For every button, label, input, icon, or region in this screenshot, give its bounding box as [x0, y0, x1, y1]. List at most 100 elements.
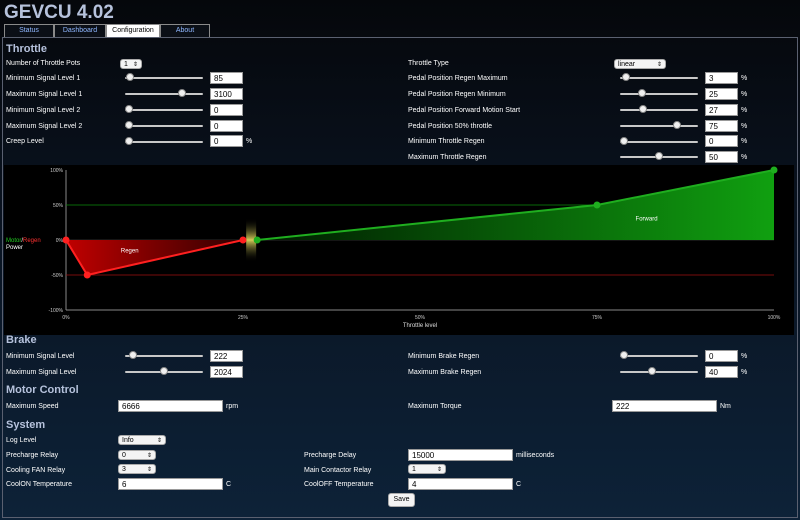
slider-track — [125, 93, 203, 95]
max-speed-input[interactable]: 6666 — [118, 400, 223, 412]
brake-max-slider[interactable] — [125, 367, 203, 377]
regen-point — [239, 236, 247, 244]
slider-thumb[interactable] — [620, 137, 628, 145]
regen-point — [62, 236, 70, 244]
precharge-relay-label: Precharge Relay — [6, 452, 59, 459]
throttle-type-value: linear — [618, 61, 636, 68]
x-tick-label: 0% — [62, 315, 70, 321]
x-tick-label: 100% — [768, 315, 781, 321]
precharge-delay-label: Precharge Delay — [304, 452, 357, 459]
regen-max-input[interactable]: 3 — [705, 72, 738, 84]
brake-min-slider[interactable] — [125, 351, 203, 361]
fwd-start-unit: % — [741, 107, 748, 114]
throttle-type-select[interactable]: linear ⇕ — [614, 59, 666, 69]
min-regen-input[interactable]: 0 — [705, 135, 738, 147]
ylabel-regen: Regen — [23, 238, 41, 244]
brake-min-regen-label: Minimum Brake Regen — [408, 353, 480, 360]
main-relay-select[interactable]: 1 ⇕ — [408, 464, 446, 474]
fwd-start-input[interactable]: 27 — [705, 104, 738, 116]
creep-label: Creep Level — [6, 138, 44, 145]
brake-min-input[interactable]: 222 — [210, 350, 243, 362]
max-regen-input[interactable]: 50 — [705, 151, 738, 163]
max1-slider[interactable] — [125, 89, 203, 99]
regen-min-slider[interactable] — [620, 89, 698, 99]
slider-thumb[interactable] — [126, 73, 135, 81]
max-torque-unit: Nm — [720, 403, 731, 410]
brake-max-regen-input[interactable]: 40 — [705, 366, 738, 378]
slider-track — [125, 77, 203, 79]
slider-thumb[interactable] — [125, 137, 133, 145]
max-regen-label: Maximum Throttle Regen — [408, 154, 487, 161]
slider-thumb[interactable] — [125, 121, 133, 129]
log-level-select[interactable]: Info ⇕ — [118, 435, 166, 445]
slider-thumb[interactable] — [648, 367, 656, 375]
slider-thumb[interactable] — [160, 367, 168, 375]
brake-max-regen-slider[interactable] — [620, 367, 698, 377]
cooloff-input[interactable]: 4 — [408, 478, 513, 490]
max2-slider[interactable] — [125, 121, 203, 131]
coolon-input[interactable]: 6 — [118, 478, 223, 490]
regen-area-label: Regen — [121, 249, 139, 255]
num-pots-select[interactable]: 1 ⇕ — [120, 59, 142, 69]
slider-thumb[interactable] — [620, 351, 628, 359]
y-axis-power-label: Power — [6, 245, 23, 251]
brake-max-regen-label: Maximum Brake Regen — [408, 369, 482, 376]
half-throttle-slider[interactable] — [620, 121, 698, 131]
slider-thumb[interactable] — [622, 73, 631, 81]
min1-label: Minimum Signal Level 1 — [6, 75, 81, 82]
log-level-value: Info — [122, 437, 134, 444]
max-regen-slider[interactable] — [620, 152, 698, 162]
brake-min-regen-slider[interactable] — [620, 351, 698, 361]
tab-status[interactable]: Status — [4, 24, 54, 37]
fwd-start-slider[interactable] — [620, 105, 698, 115]
max1-input[interactable]: 3100 — [210, 88, 243, 100]
min1-slider[interactable] — [125, 73, 203, 83]
creep-slider[interactable] — [125, 137, 203, 147]
slider-thumb[interactable] — [177, 89, 186, 97]
min2-slider[interactable] — [125, 105, 203, 115]
brake-min-regen-unit: % — [741, 353, 748, 360]
precharge-delay-input[interactable]: 15000 — [408, 449, 513, 461]
slider-thumb[interactable] — [638, 105, 647, 113]
min2-input[interactable]: 0 — [210, 104, 243, 116]
ylabel-sep: / — [21, 238, 23, 244]
max-torque-input[interactable]: 222 — [612, 400, 717, 412]
tab-configuration[interactable]: Configuration — [106, 24, 160, 37]
fan-relay-label: Cooling FAN Relay — [6, 467, 66, 474]
min-regen-label: Minimum Throttle Regen — [408, 138, 485, 145]
throttle-chart: 100% 50% 0% -50% -100% 0% 25% 50% 75% 100% Throttl… — [4, 165, 794, 335]
slider-thumb[interactable] — [637, 89, 646, 97]
min-regen-unit: % — [741, 138, 748, 145]
tab-dashboard[interactable]: Dashboard — [54, 24, 106, 37]
regen-max-slider[interactable] — [620, 73, 698, 83]
chevron-down-icon: ⇕ — [146, 467, 152, 473]
fan-relay-select[interactable]: 3 ⇕ — [118, 464, 156, 474]
creep-input[interactable]: 0 — [210, 135, 243, 147]
forward-area-label: Forward — [636, 216, 658, 222]
max1-label: Maximum Signal Level 1 — [6, 91, 83, 98]
brake-max-input[interactable]: 2024 — [210, 366, 243, 378]
config-panel — [2, 37, 798, 518]
tab-about[interactable]: About — [160, 24, 210, 37]
cooloff-unit: C — [516, 481, 522, 488]
chevron-down-icon: ⇕ — [656, 62, 662, 68]
x-tick-label: 75% — [592, 315, 603, 321]
min1-input[interactable]: 85 — [210, 72, 243, 84]
slider-thumb[interactable] — [128, 351, 137, 359]
regen-min-input[interactable]: 25 — [705, 88, 738, 100]
max-regen-unit: % — [741, 154, 748, 161]
save-button[interactable]: Save — [388, 493, 415, 507]
min2-label: Minimum Signal Level 2 — [6, 107, 81, 114]
slider-track — [125, 355, 203, 357]
half-throttle-unit: % — [741, 123, 748, 130]
min-regen-slider[interactable] — [620, 137, 698, 147]
slider-thumb[interactable] — [672, 121, 681, 129]
brake-min-regen-input[interactable]: 0 — [705, 350, 738, 362]
brake-max-label: Maximum Signal Level — [6, 369, 77, 376]
slider-thumb[interactable] — [125, 105, 133, 113]
max2-input[interactable]: 0 — [210, 120, 243, 132]
precharge-relay-select[interactable]: 0 ⇕ — [118, 450, 156, 460]
slider-track — [125, 125, 203, 127]
half-throttle-input[interactable]: 75 — [705, 120, 738, 132]
slider-thumb[interactable] — [655, 152, 663, 160]
